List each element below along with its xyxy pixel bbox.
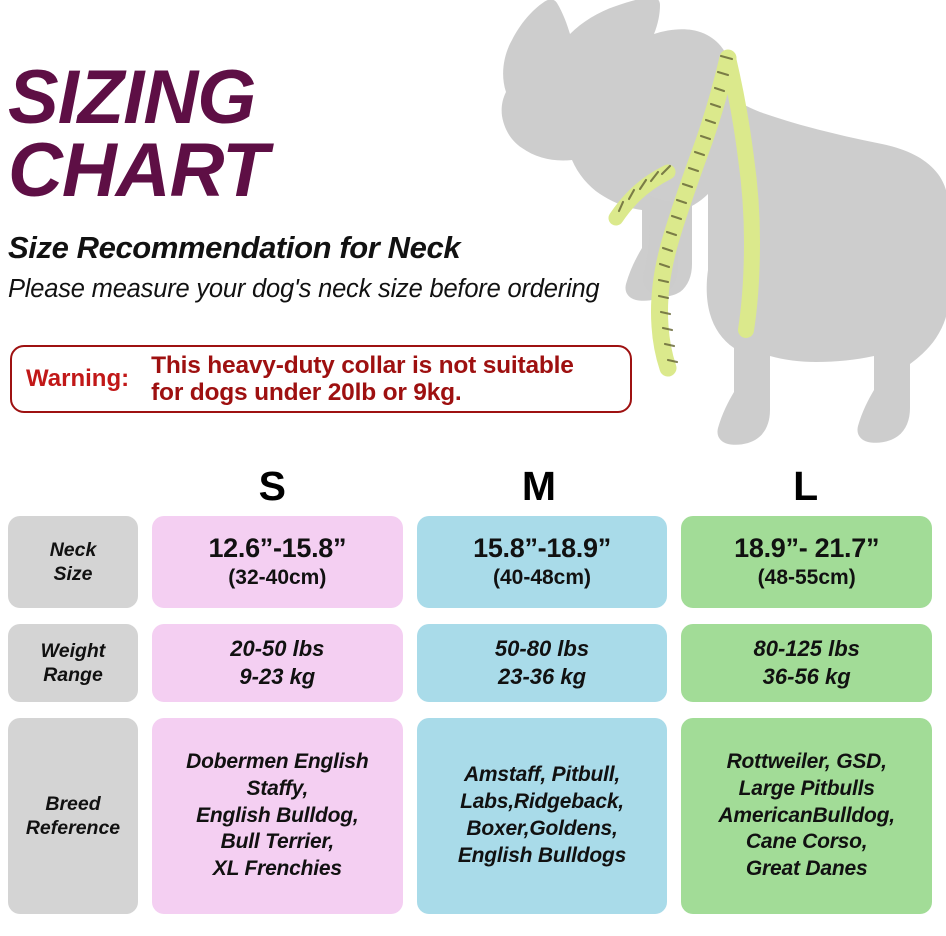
row-label-weight-range: Weight Range	[8, 624, 138, 702]
neck-size-small-cm: (32-40cm)	[228, 566, 327, 590]
gutter	[399, 466, 413, 514]
neck-size-small-inches: 12.6”-15.8”	[208, 532, 347, 563]
measuring-tape-icon	[608, 49, 761, 377]
weight-range-medium-lbs: 50-80 lbs	[494, 635, 590, 661]
weight-range-medium: 50-80 lbs 23-36 kg	[416, 624, 668, 702]
gutter	[403, 718, 417, 914]
gutter	[932, 466, 946, 514]
size-header-s: S	[258, 463, 287, 509]
weight-range-small-lbs: 20-50 lbs	[230, 635, 325, 661]
gutter	[665, 466, 679, 514]
breed-reference-medium: Amstaff, Pitbull, Labs,Ridgeback, Boxer,…	[416, 718, 668, 914]
warning-message: This heavy-duty collar is not suitable f…	[151, 351, 574, 406]
breed-reference-small: Dobermen English Staffy, English Bulldog…	[152, 718, 403, 914]
gutter	[138, 516, 152, 608]
breed-reference-large: Rottweiler, GSD, Large Pitbulls American…	[681, 718, 933, 914]
gutter	[667, 624, 681, 702]
neck-size-large-inches: 18.9”- 21.7”	[734, 532, 880, 563]
breed-reference-small-text: Dobermen English Staffy, English Bulldog…	[186, 749, 369, 881]
breed-reference-large-text: Rottweiler, GSD, Large Pitbulls American…	[718, 749, 895, 881]
instruction-text: Please measure your dog's neck size befo…	[8, 274, 600, 303]
gutter	[403, 516, 417, 608]
table-row-weight-range: Weight Range 20-50 lbs 9-23 kg 50-80 lbs…	[0, 624, 946, 702]
row-label-breed-reference: Breed Reference	[8, 718, 138, 914]
table-row-breed-reference: Breed Reference Dobermen English Staffy,…	[0, 718, 946, 914]
dog-silhouette-icon	[501, 0, 946, 445]
subtitle: Size Recommendation for Neck	[8, 229, 461, 265]
gutter	[932, 624, 946, 702]
gutter	[667, 718, 681, 914]
weight-range-large-kg: 36-56 kg	[762, 664, 851, 689]
weight-range-small: 20-50 lbs 9-23 kg	[152, 624, 403, 702]
warning-label: Warning:	[26, 365, 130, 392]
row-label-neck-size: Neck Size	[8, 516, 138, 608]
neck-size-large-cm: (48-55cm)	[757, 566, 856, 590]
warning-box: Warning: This heavy-duty collar is not s…	[10, 345, 632, 413]
header-block: SIZING CHART Size Recommendation for Nec…	[8, 55, 668, 304]
neck-size-medium: 15.8”-18.9” (40-48cm)	[416, 516, 668, 608]
weight-range-small-kg: 9-23 kg	[239, 664, 316, 689]
size-header-spacer	[0, 466, 146, 514]
neck-size-small: 12.6”-15.8” (32-40cm)	[152, 516, 403, 608]
size-header-m: M	[521, 463, 557, 509]
neck-size-medium-inches: 15.8”-18.9”	[473, 532, 611, 563]
gutter	[667, 516, 681, 608]
gutter	[138, 718, 152, 914]
gutter	[932, 516, 946, 608]
weight-range-large: 80-125 lbs 36-56 kg	[681, 624, 933, 702]
size-header-row: S M L	[0, 466, 946, 514]
gutter	[932, 718, 946, 914]
weight-range-large-lbs: 80-125 lbs	[753, 635, 860, 661]
gutter	[138, 624, 152, 702]
breed-reference-medium-text: Amstaff, Pitbull, Labs,Ridgeback, Boxer,…	[457, 763, 627, 867]
neck-size-large: 18.9”- 21.7” (48-55cm)	[681, 516, 933, 608]
neck-size-medium-cm: (40-48cm)	[492, 566, 592, 590]
size-header-l: L	[793, 463, 819, 509]
weight-range-medium-kg: 23-36 kg	[497, 664, 587, 689]
sizing-table: Neck Size 12.6”-15.8” (32-40cm) 15.8”-18…	[0, 516, 946, 930]
gutter	[403, 624, 417, 702]
page-title: SIZING CHART	[8, 55, 269, 213]
table-row-neck-size: Neck Size 12.6”-15.8” (32-40cm) 15.8”-18…	[0, 516, 946, 608]
